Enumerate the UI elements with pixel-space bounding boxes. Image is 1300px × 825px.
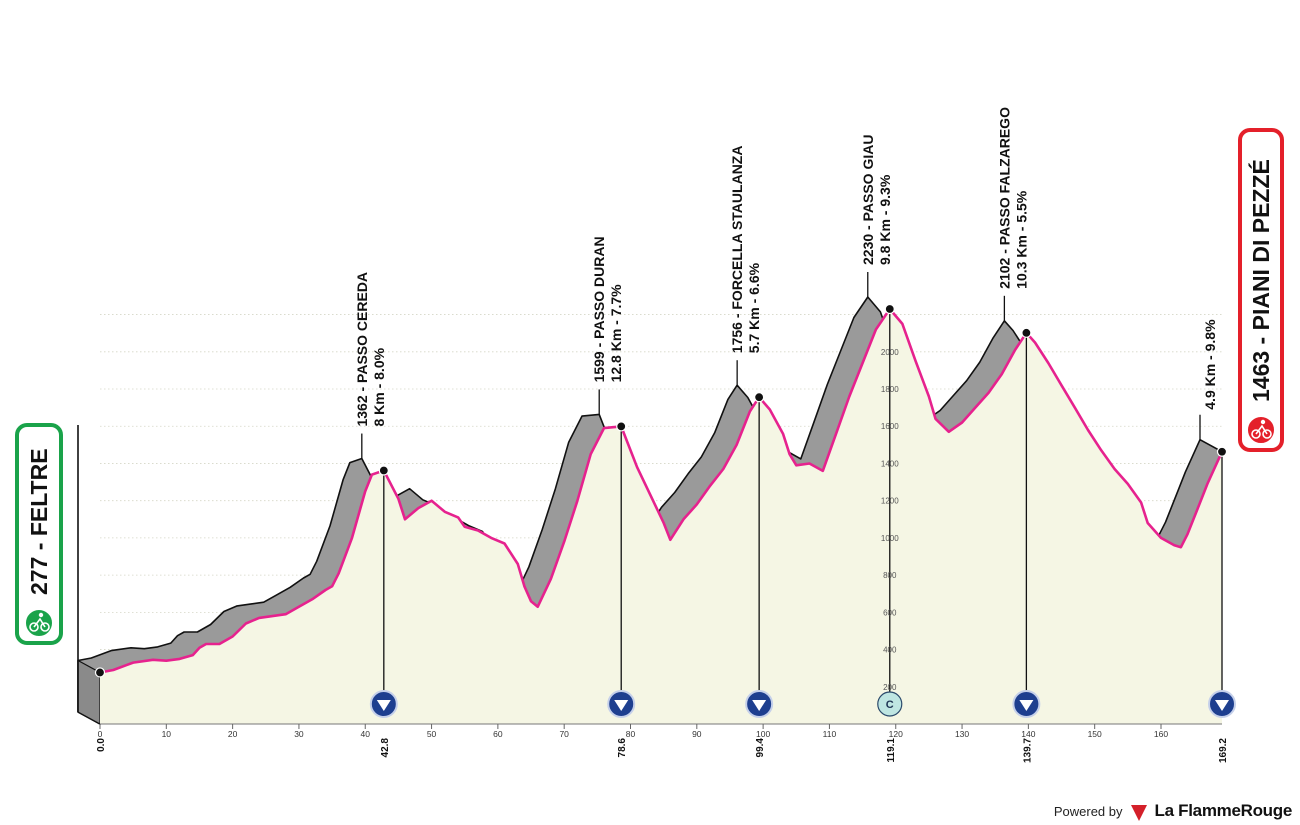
y-tick-label: 1400	[881, 459, 899, 468]
sprint-marker-icon	[877, 691, 903, 717]
axis-layer: 0 10 20 30 40 50 60 70 80 90 100 110 120 130 140 150 160…	[77, 348, 1229, 763]
rider-head-icon	[38, 612, 44, 618]
km-mark-label: 78.6	[617, 738, 628, 758]
climb-name: 2102 - PASSO FALZAREGO	[996, 107, 1012, 289]
sprint-marker-label: C	[886, 699, 894, 711]
summit-point	[1021, 327, 1032, 338]
kom-arrow-icon	[376, 700, 391, 711]
start-badge: 277 - FELTRE	[15, 423, 63, 645]
y-tick-label: 400	[883, 646, 897, 655]
x-tick-label: 80	[626, 729, 636, 739]
x-tick-label: 10	[162, 729, 172, 739]
x-tick-label: 120	[889, 729, 903, 739]
x-tick-label: 60	[493, 729, 503, 739]
rider-head-icon	[1260, 419, 1266, 425]
x-tick-label: 50	[427, 729, 437, 739]
climb-name: 1756 - FORCELLA STAULANZA	[729, 146, 745, 354]
kom-arrow-icon	[1215, 700, 1229, 711]
summit-point	[1216, 446, 1228, 457]
x-tick-label: 150	[1088, 729, 1102, 739]
x-tick-label: 100	[756, 729, 770, 739]
x-tick-label: 110	[823, 729, 837, 739]
y-tick-label: 200	[883, 683, 897, 692]
cyclist-icon	[1246, 415, 1276, 445]
start-badge-frame	[15, 423, 63, 645]
finish-badge: 1463 - PIANI DI PEZZÉ	[1238, 128, 1284, 452]
annotation-layer: 1362 - PASSO CEREDA 8 Km - 8.0% 1599 - PAS…	[94, 107, 1236, 718]
y-tick-label: 600	[883, 608, 897, 617]
finish-badge-label: 1463 - PIANI DI PEZZÉ	[1247, 159, 1274, 402]
x-tick-label: 30	[294, 729, 304, 739]
rider-body-icon	[1255, 424, 1268, 435]
km-mark-label: 42.8	[380, 738, 391, 758]
wheel-icon	[1251, 429, 1261, 439]
profile-line	[99, 307, 1224, 674]
climb-detail: 5.7 Km - 6.6%	[746, 262, 762, 353]
summit-point	[378, 465, 389, 476]
climb-detail: 12.8 Km - 7.7%	[608, 284, 624, 383]
summit-point	[754, 392, 765, 403]
km-mark-label: 0.0	[96, 738, 107, 752]
km-mark-label: 99.4	[755, 738, 766, 758]
badge-layer: 277 - FELTRE 1463 - PIANI DI PEZZÉ	[15, 128, 1284, 645]
x-tick-label: 40	[361, 729, 371, 739]
climb-name: 1599 - PASSO DURAN	[591, 236, 607, 382]
x-tick-label: 140	[1021, 729, 1035, 739]
x-tick-label: 130	[955, 729, 969, 739]
summit-point	[616, 421, 627, 432]
km-mark-label: 119.1	[886, 738, 897, 763]
climb-detail: 10.3 Km - 5.5%	[1013, 190, 1029, 289]
x-tick-label: 160	[1154, 729, 1168, 739]
x-tick-label: 70	[559, 729, 569, 739]
powered-by-text: Powered by	[1053, 803, 1123, 819]
kom-arrow-icon	[1019, 700, 1034, 711]
y-tick-label: 2000	[881, 348, 899, 357]
summit-point	[884, 303, 895, 315]
start-point	[94, 667, 106, 678]
climb-detail: 9.8 Km - 9.3%	[877, 174, 893, 265]
start-badge-label: 277 - FELTRE	[26, 448, 52, 595]
wheel-icon	[40, 622, 50, 632]
y-tick-label: 1600	[881, 422, 899, 431]
km-mark-label: 169.2	[1218, 738, 1229, 763]
kom-arrow-icon	[614, 700, 629, 711]
kom-arrow-icon	[752, 700, 767, 711]
finish-badge-frame	[1238, 128, 1284, 452]
wheel-icon	[29, 622, 39, 632]
brand-name: La FlammeRouge	[1154, 801, 1293, 820]
y-tick-label: 1200	[881, 497, 899, 506]
climb-name: 2230 - PASSO GIAU	[860, 135, 876, 265]
climb-name: 1362 - PASSO CEREDA	[354, 272, 370, 427]
area-layer	[77, 296, 1224, 726]
climb-detail: 4.9 Km - 9.8%	[1202, 319, 1218, 410]
x-tick-label: 0	[98, 729, 103, 739]
cyclist-icon	[24, 608, 54, 638]
km-mark-label: 139.7	[1022, 738, 1033, 763]
wheel-icon	[1262, 429, 1272, 439]
profile-fill	[100, 309, 1222, 724]
y-tick-label: 800	[883, 571, 897, 580]
climb-detail: 8 Km - 8.0%	[371, 347, 387, 426]
x-tick-label: 20	[228, 729, 238, 739]
x-tick-label: 90	[692, 729, 702, 739]
rider-body-icon	[33, 617, 46, 628]
flame-rouge-icon	[1130, 805, 1147, 821]
footer: Powered by La FlammeRouge	[1054, 801, 1292, 821]
y-tick-label: 1000	[881, 534, 899, 543]
y-tick-label: 1800	[881, 385, 899, 394]
